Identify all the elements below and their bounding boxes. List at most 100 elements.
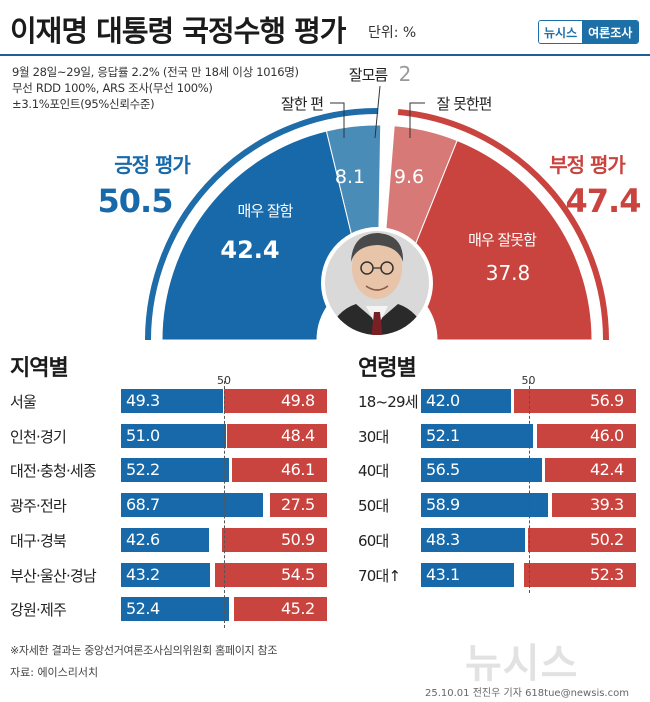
region-row-positive-bar [121, 562, 210, 587]
age-row-positive-bar [421, 493, 548, 518]
page-title: 이재명 대통령 국정수행 평가 [10, 14, 346, 48]
age-row-label: 40대 [358, 462, 389, 481]
positive-outline-arc [145, 108, 379, 341]
age-row-negative-value: 50.2 [590, 529, 624, 549]
positive-group-value: 50.5 [98, 182, 173, 220]
region-row-positive-bar [121, 527, 209, 552]
brand-name: 뉴시스 [539, 21, 583, 43]
age-row-positive-bar [421, 423, 533, 448]
region-row-negative-bar [270, 493, 327, 518]
region-row-positive-value: 51.0 [126, 425, 160, 445]
survey-meta-2: 무선 RDD 100%, ARS 조사(무선 100%) [12, 81, 213, 95]
region-row-positive-value: 43.2 [126, 564, 160, 584]
negative-group-label: 부정 평가 [549, 153, 626, 177]
age-row-positive-value: 56.5 [426, 460, 460, 480]
brand-section: 여론조사 [582, 21, 639, 43]
negative-group-value: 47.4 [566, 182, 641, 220]
region-row-label: 강원·제주 [10, 601, 67, 620]
region-row-positive-bar [121, 458, 229, 483]
region-row-label: 광주·전라 [10, 497, 67, 516]
age-row-negative-bar [544, 458, 636, 483]
region-row-positive-bar [121, 423, 227, 448]
age-row-negative-bar [513, 389, 636, 413]
age-row-negative-value: 56.9 [590, 391, 624, 410]
region-row-negative-value: 27.5 [281, 495, 315, 515]
brand-badge: 뉴시스 여론조사 [538, 20, 640, 44]
leader-good [330, 102, 345, 138]
age-row-label: 18~29세 [358, 393, 419, 411]
age-row-label: 50대 [358, 497, 389, 516]
watermark-logo: 뉴시스 [465, 641, 579, 687]
approval-gauge: 긍정 평가 50.5 부정 평가 47.4 매우 잘함 42.4 8.1 9.6… [98, 62, 641, 341]
slice-label-dontknow: 잘모름 [349, 66, 389, 84]
region-row-positive-value: 52.2 [126, 460, 160, 480]
age-row-positive-bar [421, 562, 514, 587]
region-row-negative-bar [227, 423, 327, 448]
region-row-negative-value: 50.9 [281, 529, 315, 549]
slice-value-good: 8.1 [335, 166, 365, 188]
region-reference-label: 50 [217, 374, 231, 387]
region-row-label: 부산·울산·경남 [10, 566, 97, 585]
age-row-label: 70대↑ [358, 566, 401, 585]
survey-meta-3: ±3.1%포인트(95%신뢰수준) [12, 97, 155, 111]
age-row-positive-value: 58.9 [426, 495, 460, 515]
age-row-positive-value: 42.0 [426, 391, 460, 410]
age-row-positive-value: 52.1 [426, 425, 460, 445]
region-row-positive-bar [121, 389, 223, 413]
footnote: ※자세한 결과는 중앙선거여론조사심의위원회 홈페이지 참조 [10, 644, 278, 657]
region-row-label: 대전·충청·세종 [10, 462, 97, 481]
age-row-negative-value: 39.3 [590, 495, 624, 515]
slice-very-good [161, 130, 364, 341]
unit-label: 단위: % [368, 25, 417, 41]
age-row-label: 60대 [358, 531, 389, 550]
slice-value-very-good: 42.4 [220, 236, 279, 264]
age-row-negative-value: 46.0 [590, 425, 624, 445]
age-row-negative-bar [523, 562, 636, 587]
region-section-title: 지역별 [10, 356, 69, 381]
region-row-positive-value: 68.7 [126, 495, 160, 515]
portrait-avatar [321, 227, 433, 339]
region-row-positive-value: 42.6 [126, 529, 160, 549]
region-row-negative-bar [232, 458, 327, 483]
region-row-negative-bar [214, 562, 327, 587]
age-row-positive-bar [421, 389, 512, 413]
region-row-negative-value: 54.5 [281, 564, 315, 584]
region-row-negative-value: 48.4 [281, 425, 315, 445]
gauge-leaders [330, 85, 425, 139]
positive-group-label: 긍정 평가 [114, 153, 191, 177]
header-divider [0, 54, 650, 56]
age-reference-label: 50 [521, 374, 536, 387]
age-row-negative-bar [528, 527, 636, 552]
age-row-negative-bar [537, 423, 636, 448]
age-row-positive-bar [421, 458, 543, 483]
age-row-reference-line [528, 381, 530, 594]
region-row-negative-bar [233, 597, 327, 622]
age-row-positive-value: 48.3 [426, 529, 460, 549]
age-row-positive-value: 43.1 [426, 564, 460, 584]
survey-meta-1: 9월 28일~29일, 응답률 2.2% (전국 만 18세 이상 1016명) [12, 65, 299, 79]
gauge-outline [145, 108, 609, 341]
age-row-negative-value: 42.4 [590, 460, 624, 480]
region-row-negative-value: 46.1 [281, 460, 315, 480]
slice-value-very-bad: 37.8 [486, 261, 531, 285]
leader-dontknow [374, 85, 381, 139]
negative-outline-arc [397, 108, 609, 341]
slice-value-bad: 9.6 [394, 166, 424, 188]
slice-value-dontknow: 2 [399, 62, 412, 86]
region-row-negative-value: 49.8 [281, 391, 315, 410]
region-row-label: 서울 [10, 393, 37, 411]
region-row-reference-line [224, 381, 225, 628]
slice-label-very-bad: 매우 잘못함 [468, 231, 537, 249]
region-row-label: 인천·경기 [10, 427, 67, 446]
age-row-negative-bar [551, 493, 636, 518]
region-row-positive-value: 49.3 [126, 391, 160, 410]
slice-label-bad: 잘 못한편 [437, 95, 492, 113]
region-row-positive-value: 52.4 [126, 599, 160, 619]
region-row-positive-bar [121, 493, 263, 518]
age-row-positive-bar [421, 527, 525, 552]
leader-bad [409, 102, 425, 138]
region-row-negative-value: 45.2 [281, 599, 315, 619]
age-row-negative-value: 52.3 [590, 564, 624, 584]
slice-label-good: 잘한 편 [281, 95, 323, 113]
age-section-title: 연령별 [358, 356, 417, 381]
